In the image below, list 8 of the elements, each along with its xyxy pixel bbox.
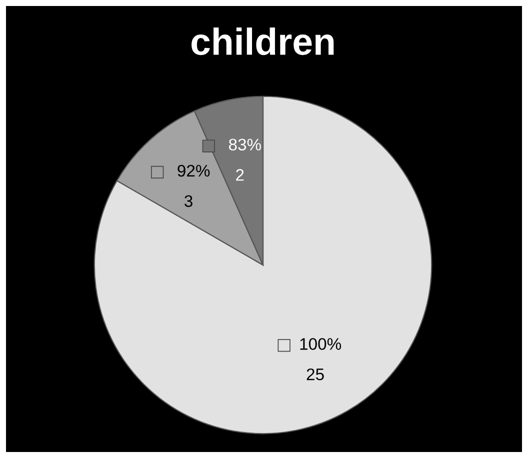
chart-title: children bbox=[192, 28, 334, 56]
data-label: 2 bbox=[236, 169, 244, 181]
legend-label: 83% bbox=[228, 138, 262, 150]
data-label: 25 bbox=[306, 368, 324, 380]
pie-slice bbox=[94, 96, 432, 434]
legend-label: 100% bbox=[300, 338, 342, 350]
legend-label: 92% bbox=[178, 164, 210, 177]
data-label: 3 bbox=[184, 195, 192, 207]
